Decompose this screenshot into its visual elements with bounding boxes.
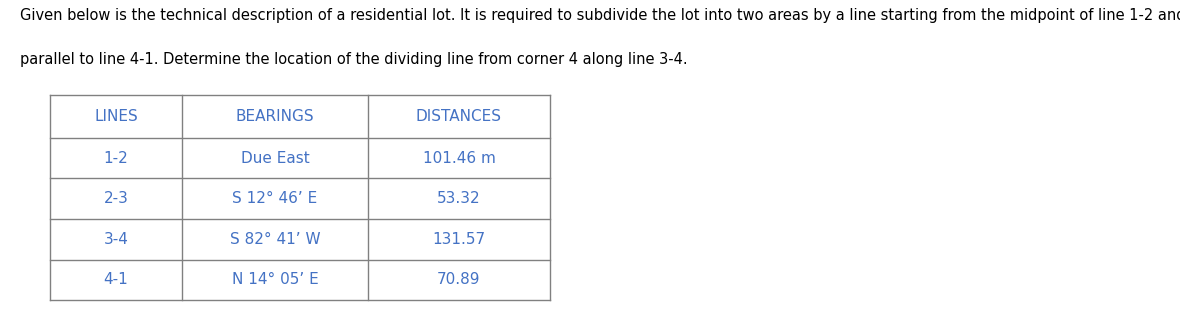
Text: 3-4: 3-4 [104, 232, 129, 247]
Text: N 14° 05’ E: N 14° 05’ E [231, 272, 319, 288]
Text: S 12° 46’ E: S 12° 46’ E [232, 191, 317, 206]
Text: LINES: LINES [94, 109, 138, 124]
Text: 2-3: 2-3 [104, 191, 129, 206]
Text: BEARINGS: BEARINGS [236, 109, 314, 124]
Text: 70.89: 70.89 [438, 272, 480, 288]
Text: S 82° 41’ W: S 82° 41’ W [230, 232, 320, 247]
Text: 131.57: 131.57 [432, 232, 485, 247]
Text: Due East: Due East [241, 151, 309, 166]
Text: parallel to line 4-1. Determine the location of the dividing line from corner 4 : parallel to line 4-1. Determine the loca… [20, 52, 688, 67]
Text: 53.32: 53.32 [437, 191, 480, 206]
Text: 101.46 m: 101.46 m [422, 151, 496, 166]
Text: DISTANCES: DISTANCES [417, 109, 502, 124]
Text: Given below is the technical description of a residential lot. It is required to: Given below is the technical description… [20, 8, 1180, 23]
Text: 4-1: 4-1 [104, 272, 129, 288]
Text: 1-2: 1-2 [104, 151, 129, 166]
